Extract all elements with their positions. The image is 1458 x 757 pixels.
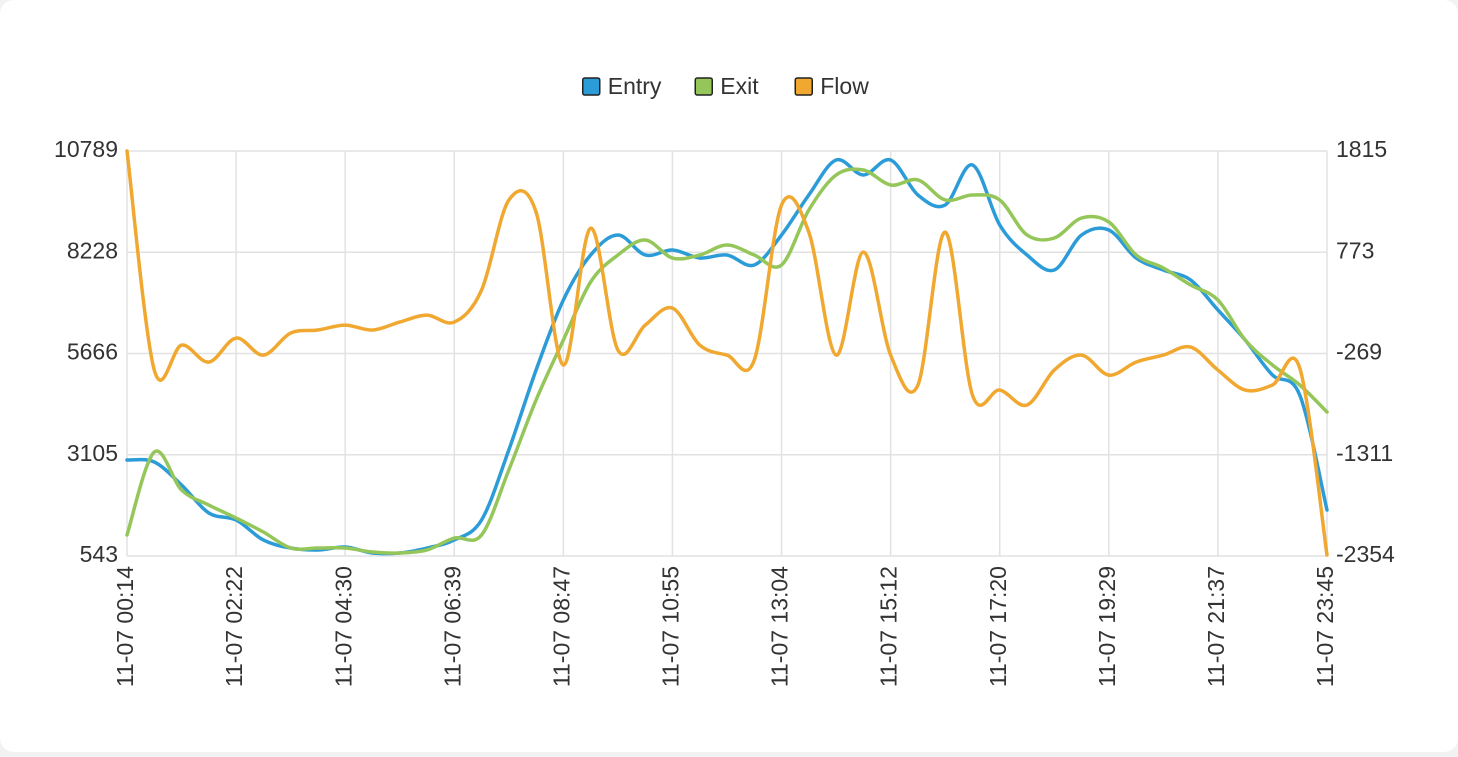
series-line [125,167,1329,555]
x-tick-label: 11-07 13:04 [767,566,793,687]
series-line [125,149,1329,557]
x-tick-label: 11-07 02:22 [221,566,247,687]
legend-swatch [582,77,601,96]
y-tick-label: 3105 [67,440,118,466]
x-tick-label: 11-07 10:55 [658,566,684,687]
y2-tick-label: -1311 [1336,440,1393,466]
y2-tick-label: -269 [1336,339,1382,365]
x-tick-label: 11-07 06:39 [439,566,465,687]
x-tick-label: 11-07 19:29 [1094,566,1120,687]
y2-tick-label: 773 [1336,237,1374,263]
legend-swatch [694,77,713,96]
y-tick-label: 5666 [67,339,118,365]
y2-tick-label: -2354 [1336,541,1395,567]
x-tick-label: 11-07 04:30 [330,566,356,687]
x-tick-label: 11-07 00:14 [112,566,138,687]
x-tick-label: 11-07 15:12 [876,566,902,687]
y-tick-label: 543 [80,541,118,567]
x-tick-label: 11-07 17:20 [985,566,1011,687]
y-tick-label: 8228 [67,237,118,263]
x-tick-label: 11-07 08:47 [548,566,574,687]
y2-tick-label: 1815 [1336,136,1387,162]
legend-label: Entry [608,73,662,99]
legend-label: Exit [720,73,759,99]
legend-swatch [794,77,813,96]
y-tick-label: 10789 [54,136,118,162]
x-tick-label: 11-07 21:37 [1203,566,1229,687]
x-tick-label: 11-07 23:45 [1312,566,1338,687]
legend-label: Flow [820,73,869,99]
